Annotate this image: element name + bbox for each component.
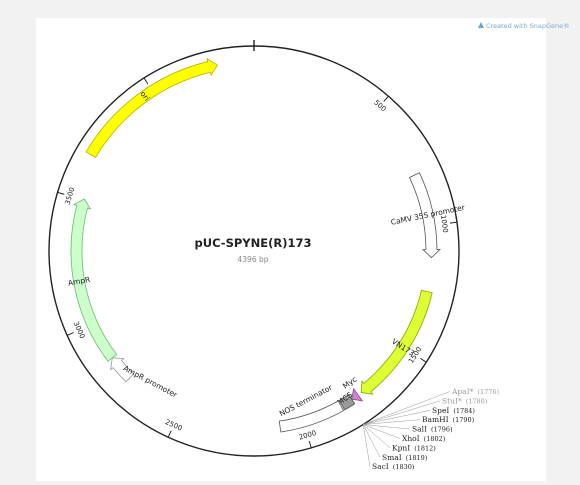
site-enzyme: ApaI* [451,387,474,396]
site-label-xhoi: XhoI (1802) [402,434,446,443]
tick-500 [383,95,389,102]
site-enzyme: SalI [412,425,427,434]
tick-2000 [308,440,312,448]
site-enzyme: BamHI [422,415,449,424]
site-line-sali [363,424,411,430]
site-position: (1780) [466,397,488,405]
site-line-smai [362,424,381,458]
site-label-saci: SacI (1830) [372,462,415,471]
site-position: (1790) [453,416,475,424]
site-enzyme: KpnI [392,443,410,452]
tick-3000 [66,332,74,336]
tick-1000 [449,221,458,224]
tick-label-1000: 1000 [439,215,449,234]
site-label-spei: SpeI (1784) [432,406,475,415]
site-label-sali: SalI (1796) [412,425,453,434]
site-label-smai: SmaI (1819) [382,453,428,462]
restriction-sites: ApaI* (1776)StuI* (1780)SpeI (1784)BamHI (17… [362,387,499,471]
site-position: (1784) [453,407,475,415]
site-line-xhoi [363,424,401,439]
site-enzyme: XhoI [402,434,420,443]
snapgene-watermark: Created with SnapGene® [478,22,570,30]
feature-mcs [338,394,356,411]
feature-myc [351,387,364,402]
feature-vn173 [360,289,433,395]
site-enzyme: SacI [372,462,389,471]
site-enzyme: StuI* [442,396,462,405]
feature-label-ampr: AmpR [67,275,91,288]
site-enzyme: SmaI [382,453,402,462]
feature-ampr [70,198,118,362]
tick-3500 [57,191,65,195]
snapgene-logo-icon [478,22,484,28]
site-line-bamhi [363,419,421,425]
tick-4000 [143,77,149,85]
site-line-saci [362,424,371,467]
site-position: (1819) [406,454,428,462]
site-line-stui [363,400,441,425]
plasmid-length: 4396 bp [238,255,269,264]
tick-1500 [420,357,427,363]
site-line-spei [363,410,431,425]
site-label-bamhi: BamHI (1790) [422,415,475,424]
site-line-apai [363,391,451,425]
site-position: (1802) [424,435,446,443]
site-label-apai: ApaI* (1776) [451,387,499,396]
site-position: (1830) [393,463,415,471]
site-position: (1776) [477,388,499,396]
site-line-kpni [363,424,391,449]
site-label-kpni: KpnI (1812) [392,443,436,452]
site-enzyme: SpeI [432,406,449,415]
feature-camv-35s-promoter [408,172,442,259]
feature-ampr-promoter [110,357,135,383]
tick-2500 [167,430,172,438]
feature-nos-terminator [278,400,345,433]
feature-ori [85,57,218,159]
site-position: (1812) [414,444,436,452]
plasmid-name: pUC-SPYNE(R)173 [195,236,312,250]
site-position: (1796) [431,426,453,434]
site-label-stui: StuI* (1780) [442,396,488,405]
watermark-text: Created with SnapGene® [486,22,570,30]
